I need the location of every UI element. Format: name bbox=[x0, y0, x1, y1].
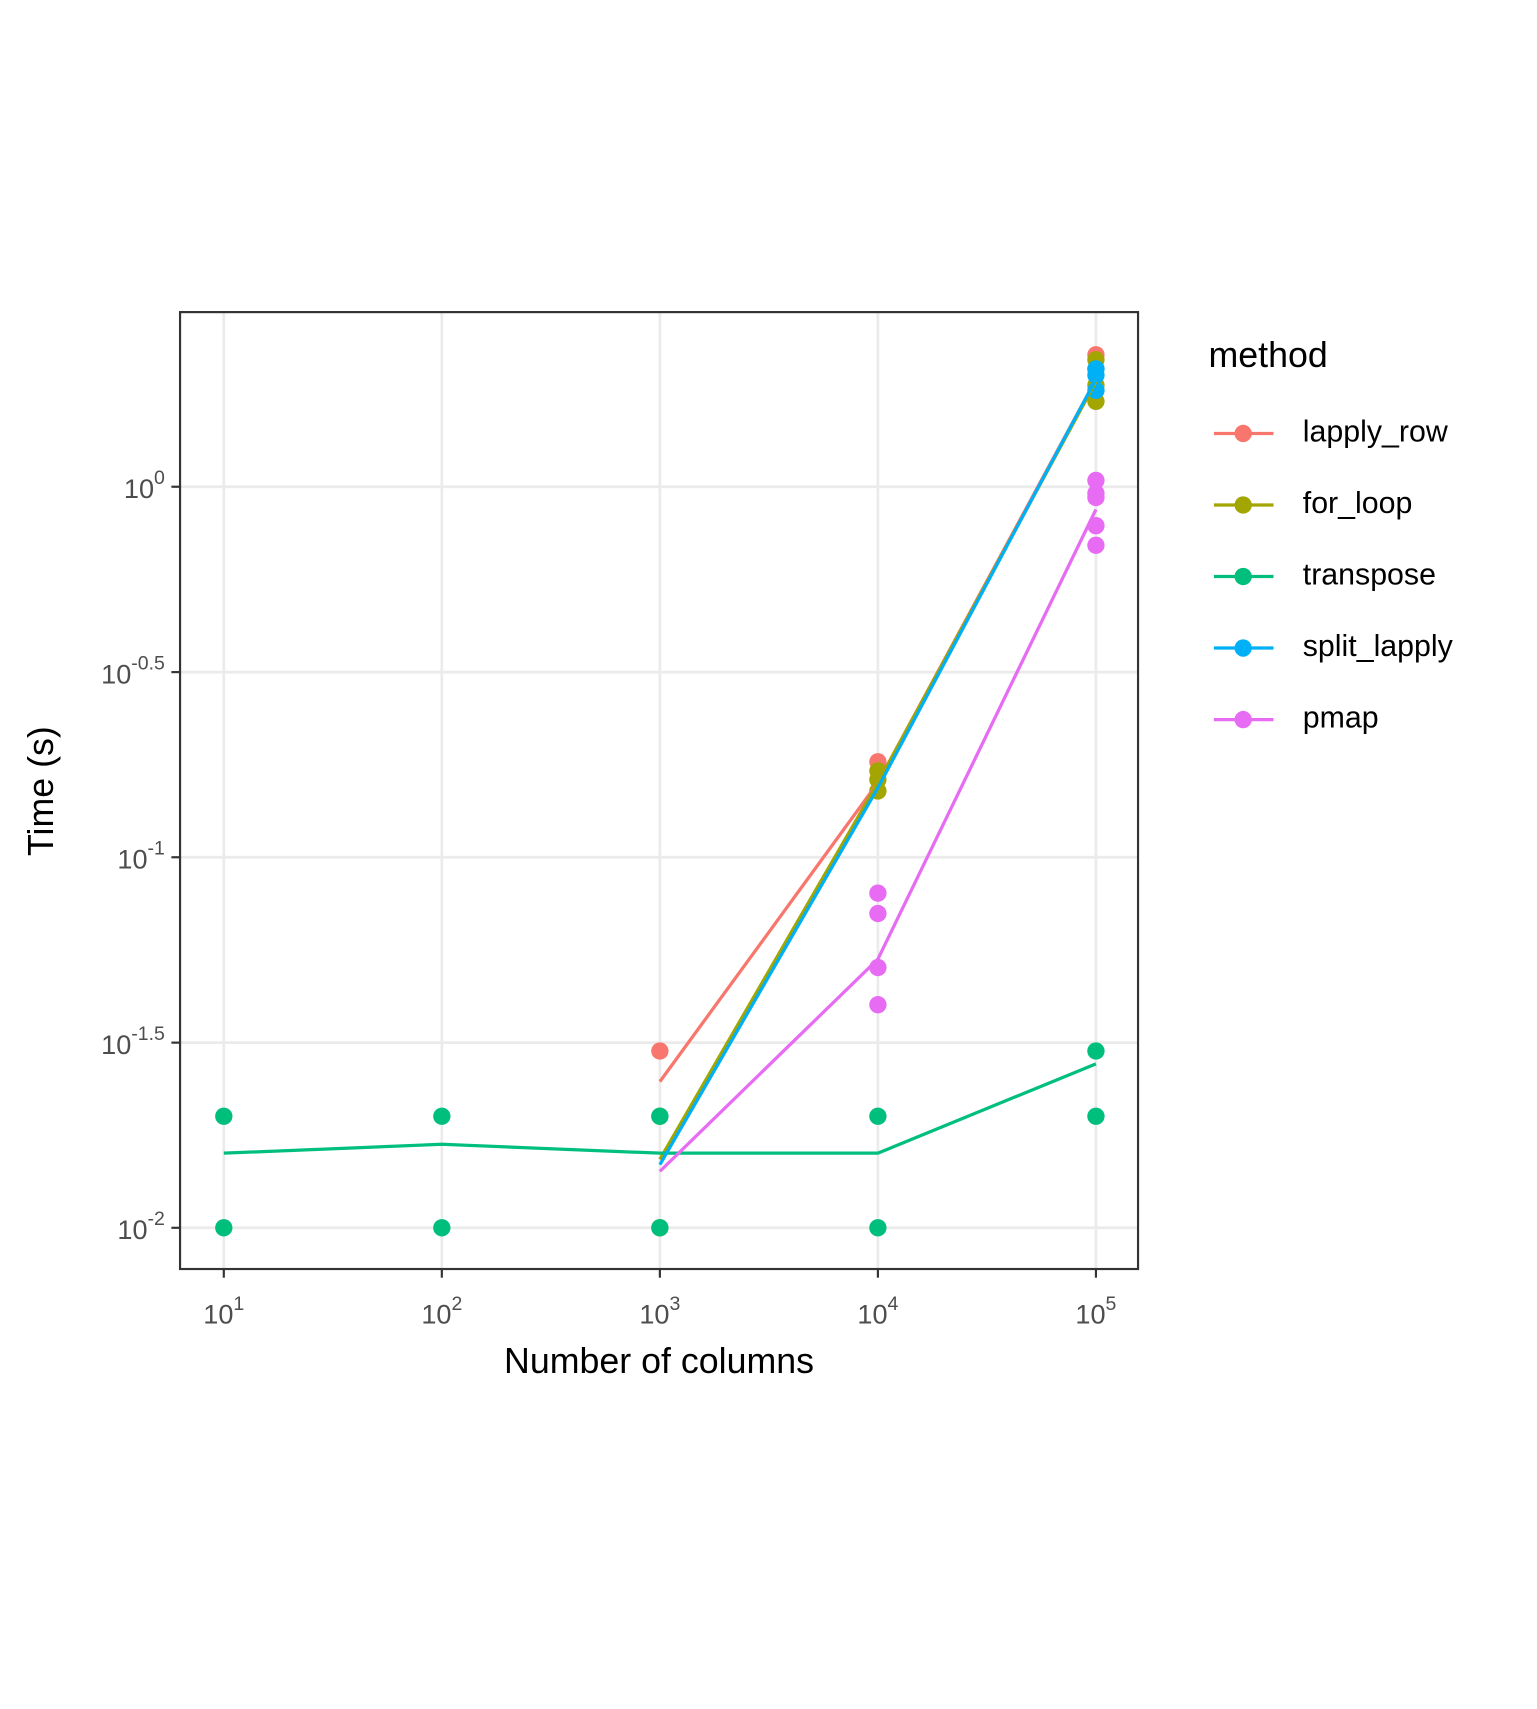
x-axis-label: Number of columns bbox=[504, 1341, 814, 1381]
x-tick-label: 101 bbox=[203, 1293, 244, 1330]
point bbox=[869, 958, 887, 977]
y-tick-label: 10-2 bbox=[117, 1208, 164, 1245]
y-tick-label: 10-1 bbox=[117, 838, 164, 875]
point bbox=[215, 1107, 233, 1125]
x-tick-label: 102 bbox=[421, 1293, 462, 1330]
legend-label: lapply_row bbox=[1303, 415, 1448, 448]
point bbox=[1087, 1107, 1105, 1125]
x-tick-label: 105 bbox=[1075, 1293, 1116, 1330]
point bbox=[869, 1107, 887, 1125]
legend-label: split_lapply bbox=[1303, 630, 1454, 663]
point bbox=[1087, 536, 1105, 554]
y-axis-label: Time (s) bbox=[21, 726, 61, 856]
legend-key-point bbox=[1234, 639, 1252, 657]
x-tick-label: 103 bbox=[639, 1293, 680, 1330]
point bbox=[651, 1219, 669, 1237]
legend-key-point bbox=[1234, 424, 1252, 443]
legend-key-point bbox=[1234, 567, 1252, 586]
point bbox=[869, 996, 887, 1014]
legend-key-point bbox=[1234, 710, 1252, 729]
y-tick-label: 100 bbox=[124, 467, 165, 504]
legend-label: pmap bbox=[1303, 702, 1379, 735]
legend-label: transpose bbox=[1303, 559, 1436, 592]
line bbox=[658, 508, 1098, 1173]
y-tick-label: 10-1.5 bbox=[101, 1023, 165, 1060]
point bbox=[433, 1219, 451, 1237]
y-tick-label: 10-0.5 bbox=[101, 653, 165, 690]
point bbox=[869, 904, 887, 923]
line bbox=[223, 1062, 1097, 1155]
point bbox=[433, 1107, 451, 1125]
point bbox=[1087, 471, 1105, 490]
line bbox=[658, 378, 1098, 1166]
legend-title: method bbox=[1208, 335, 1327, 375]
legend-label: for_loop bbox=[1303, 487, 1413, 520]
point bbox=[651, 1107, 669, 1125]
legend-key-point bbox=[1234, 496, 1252, 514]
point bbox=[1087, 1042, 1105, 1060]
point bbox=[869, 1219, 887, 1237]
point bbox=[1087, 488, 1105, 507]
panel-border bbox=[178, 311, 1140, 1271]
point bbox=[1087, 366, 1105, 384]
point bbox=[869, 884, 887, 902]
point bbox=[215, 1219, 233, 1237]
point bbox=[651, 1042, 669, 1060]
x-tick-label: 104 bbox=[857, 1293, 898, 1330]
